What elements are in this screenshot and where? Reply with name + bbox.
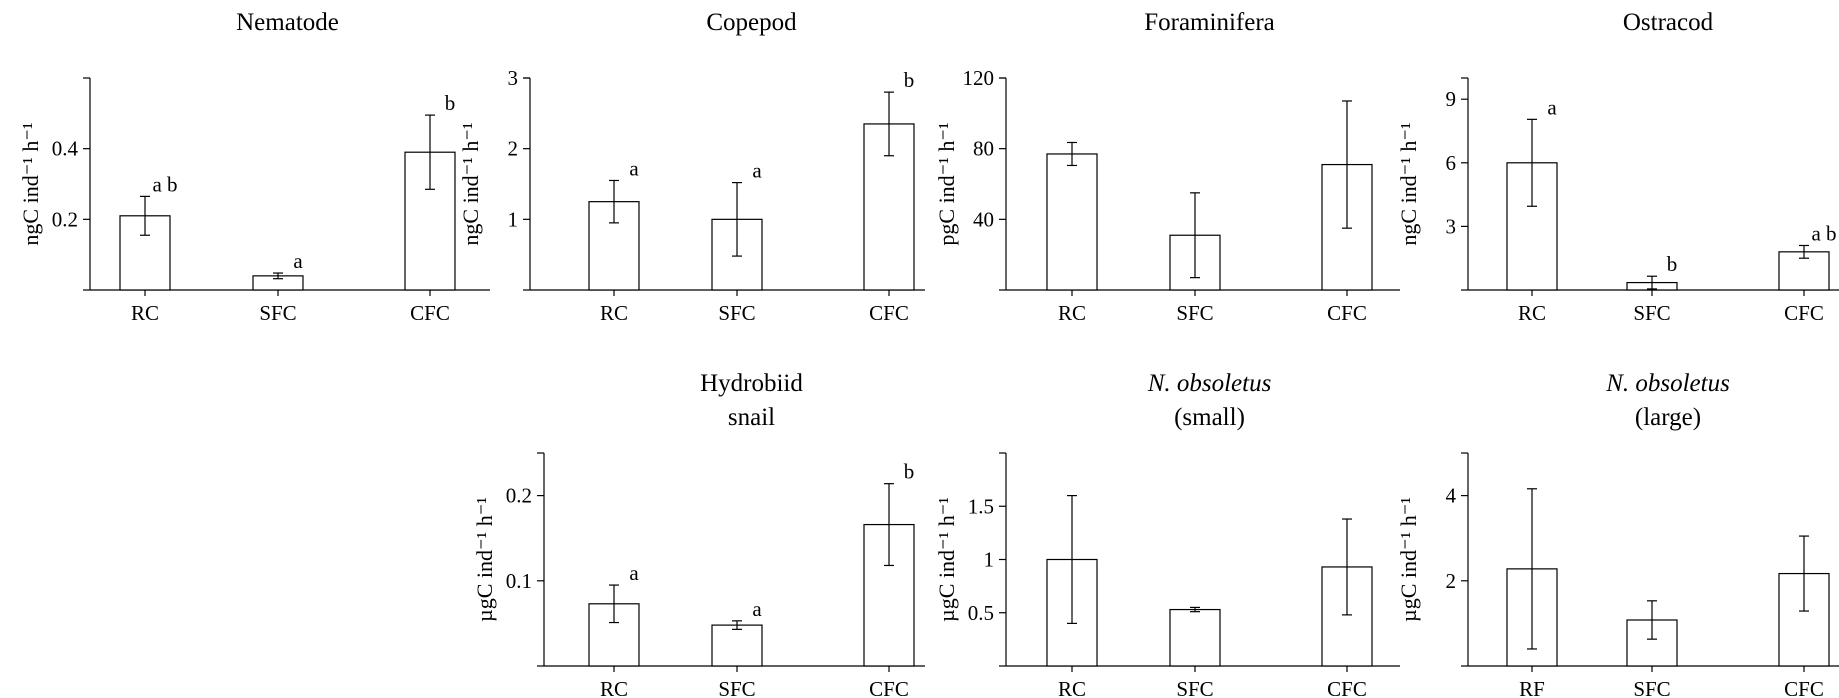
y-tick-label: 0.1 — [506, 569, 532, 593]
x-category-label: CFC — [1327, 301, 1367, 325]
chart-panel-5: Hydrobiid snail 0.1 0.2 µgC ind⁻¹ h⁻¹ RC a SFC a… — [472, 370, 925, 698]
chart-panel-4: Ostracod 3 6 9 ngC ind⁻¹ h⁻¹ RC a SFC b CFC a b — [1396, 9, 1839, 325]
x-category-label: CFC — [1784, 301, 1824, 325]
x-category-label: SFC — [718, 677, 755, 698]
x-category-label: SFC — [1176, 301, 1213, 325]
chart-title: Nematode — [236, 9, 339, 36]
y-tick-label: 40 — [973, 207, 994, 231]
chart-title: snail — [728, 404, 775, 431]
x-category-label: SFC — [1633, 677, 1670, 698]
x-category-label: CFC — [869, 301, 909, 325]
significance-label: a — [293, 249, 303, 273]
chart-title: Copepod — [706, 9, 797, 36]
x-category-label: RC — [131, 301, 159, 325]
y-axis-label: ngC ind⁻¹ h⁻¹ — [18, 122, 43, 245]
chart-panel-2: Copepod 1 2 3 ngC ind⁻¹ h⁻¹ RC a SFC a CFC b — [458, 9, 925, 325]
x-category-label: SFC — [1176, 677, 1213, 698]
chart-panel-7: N. obsoletus (large) 2 4 µgC ind⁻¹ h⁻¹ RF SFC C… — [1396, 370, 1839, 698]
y-tick-label: 80 — [973, 137, 994, 161]
y-tick-label: 4 — [1446, 484, 1457, 508]
y-axis-label: ngC ind⁻¹ h⁻¹ — [1396, 122, 1421, 245]
x-category-label: SFC — [1633, 301, 1670, 325]
chart-title: N. obsoletus — [1147, 370, 1272, 397]
chart-panel-3: Foraminifera 40 80 120 pgC ind⁻¹ h⁻¹ RC SFC CFC — [934, 9, 1400, 325]
significance-label: a — [629, 156, 639, 180]
y-tick-label: 0.4 — [52, 137, 79, 161]
x-category-label: RC — [600, 301, 628, 325]
y-axis-label: µgC ind⁻¹ h⁻¹ — [472, 497, 497, 622]
y-tick-label: 9 — [1446, 87, 1457, 111]
x-category-label: RC — [600, 677, 628, 698]
x-category-label: SFC — [718, 301, 755, 325]
chart-title: Hydrobiid — [700, 370, 803, 397]
significance-label: a — [629, 561, 639, 585]
y-tick-label: 1 — [508, 207, 519, 231]
y-tick-label: 0.2 — [506, 484, 532, 508]
significance-label: b — [445, 91, 456, 115]
y-axis-label: µgC ind⁻¹ h⁻¹ — [934, 497, 959, 622]
x-category-label: CFC — [1784, 677, 1824, 698]
chart-title: Ostracod — [1623, 9, 1714, 36]
x-category-label: RC — [1518, 301, 1546, 325]
x-category-label: CFC — [869, 677, 909, 698]
x-category-label: CFC — [1327, 677, 1367, 698]
significance-label: a — [752, 597, 762, 621]
bar-sfc — [711, 624, 763, 667]
significance-label: a — [752, 159, 762, 183]
y-tick-label: 1 — [984, 548, 995, 572]
y-tick-label: 6 — [1446, 151, 1457, 175]
x-category-label: SFC — [259, 301, 296, 325]
significance-label: a b — [1811, 221, 1836, 245]
significance-label: a b — [152, 172, 177, 196]
x-category-label: CFC — [410, 301, 450, 325]
chart-title: (large) — [1635, 404, 1701, 431]
y-tick-label: 120 — [963, 66, 995, 90]
significance-label: b — [904, 68, 915, 92]
x-category-label: RC — [1058, 677, 1086, 698]
y-tick-label: 3 — [508, 66, 519, 90]
chart-panel-6: N. obsoletus (small) 0.5 1 1.5 µgC ind⁻¹ h⁻¹ R… — [934, 370, 1400, 698]
bar-sfc — [1169, 608, 1221, 667]
chart-title: (small) — [1174, 404, 1245, 431]
x-category-label: RF — [1519, 677, 1545, 698]
significance-label: b — [1667, 252, 1678, 276]
chart-title: N. obsoletus — [1605, 370, 1730, 397]
significance-label: a — [1547, 95, 1557, 119]
y-tick-label: 3 — [1446, 214, 1457, 238]
y-axis-label: pgC ind⁻¹ h⁻¹ — [934, 122, 959, 245]
y-axis-label: ngC ind⁻¹ h⁻¹ — [458, 122, 483, 245]
y-tick-label: 2 — [1446, 569, 1457, 593]
chart-title: Foraminifera — [1144, 9, 1275, 36]
y-tick-label: 2 — [508, 137, 519, 161]
chart-panel-1: Nematode 0.2 0.4 ngC ind⁻¹ h⁻¹ RC a b SFC a CFC b — [18, 9, 490, 325]
y-tick-label: 1.5 — [968, 494, 994, 518]
y-axis-label: µgC ind⁻¹ h⁻¹ — [1396, 497, 1421, 622]
bar-rc — [1046, 153, 1098, 291]
x-category-label: RC — [1058, 301, 1086, 325]
significance-label: b — [904, 460, 915, 484]
y-tick-label: 0.5 — [968, 601, 994, 625]
y-tick-label: 0.2 — [52, 207, 78, 231]
